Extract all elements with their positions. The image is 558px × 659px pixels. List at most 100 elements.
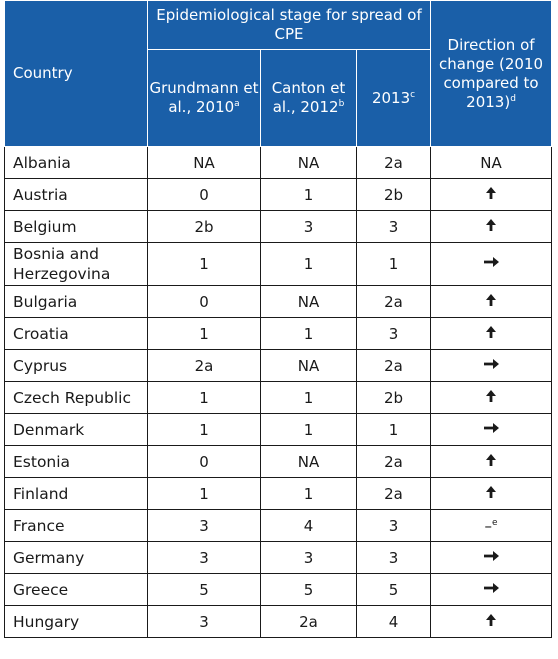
table-row: Cyprus 2a NA 2a [4,349,553,382]
grundmann-2010-cell: 0 [147,178,261,211]
country-cell: Finland [4,477,148,510]
canton-2012-cell: 1 [260,413,357,446]
country-cell: Cyprus [4,349,148,382]
canton-2012-cell: 1 [260,178,357,211]
header-2013: 2013c [355,49,432,147]
header-2013-label: 2013 [371,88,411,107]
table-row: Bulgaria 0 NA 2a [4,285,553,318]
header-country: Country [4,0,148,147]
table-row: Croatia 1 1 3 [4,317,553,350]
header-direction-label: Direction of change (2010 compared to 20… [439,35,544,111]
table-row: Germany 3 3 3 [4,541,553,574]
canton-2012-cell: 1 [260,317,357,350]
grundmann-2010-cell: 1 [147,317,261,350]
grundmann-2010-cell: 3 [147,605,261,638]
table-row: Albania NA NA 2a NA [4,146,553,179]
country-cell: Czech Republic [4,381,148,414]
stage-2013-cell: 3 [355,317,432,350]
country-cell: Bulgaria [4,285,148,318]
grundmann-2010-cell: 1 [147,242,261,286]
stage-2013-cell: 2a [355,445,432,478]
canton-2012-cell: NA [260,285,357,318]
stage-2013-cell: 2b [355,381,432,414]
grundmann-2010-cell: 5 [147,573,261,606]
footnote-c: c [410,89,416,100]
direction-cell [430,317,553,350]
canton-2012-cell: 5 [260,573,357,606]
canton-2012-cell: 1 [260,477,357,510]
stage-2013-cell: 2a [355,285,432,318]
grundmann-2010-cell: 2a [147,349,261,382]
table-row: Austria 0 1 2b [4,178,553,211]
cpe-table: Country Epidemiological stage for spread… [4,0,553,638]
footnote-a: a [234,99,240,109]
stage-2013-cell: 4 [355,605,432,638]
footnote-e: e [492,517,498,528]
canton-2012-cell: 1 [260,381,357,414]
footnote-d: d [510,93,516,104]
up-arrow-icon [486,389,497,402]
direction-cell [430,573,553,606]
direction-cell [430,445,553,478]
country-cell: Hungary [4,605,148,638]
cpe-table-container: Country Epidemiological stage for spread… [4,0,555,638]
table-body: Albania NA NA 2a NA Austria 0 1 2b Belgium 2b 3 3 Bos… [4,146,553,638]
table-row: Estonia 0 NA 2a [4,445,553,478]
table-row: Hungary 3 2a 4 [4,605,553,638]
header-canton-label: Canton et al., 2012 [271,79,346,116]
header-grundmann-label: Grundmann et al., 2010 [149,79,259,116]
header-canton: Canton et al., 2012b [260,49,357,147]
direction-cell [430,605,553,638]
header-epidemiological-stage: Epidemiological stage for spread of CPE [146,0,432,50]
canton-2012-cell: NA [260,146,357,179]
country-cell: Germany [4,541,148,574]
country-cell: Albania [4,146,148,179]
up-arrow-icon [486,186,497,199]
table-row: Czech Republic 1 1 2b [4,381,553,414]
header-direction: Direction of change (2010 compared to 20… [430,0,553,147]
canton-2012-cell: 2a [260,605,357,638]
direction-cell: –e [430,509,553,542]
country-cell: France [4,509,148,542]
grundmann-2010-cell: 0 [147,445,261,478]
header-grundmann: Grundmann et al., 2010a [147,49,261,147]
stage-2013-cell: 3 [355,210,432,243]
right-arrow-icon [484,582,500,593]
country-cell: Greece [4,573,148,606]
grundmann-2010-cell: 2b [147,210,261,243]
stage-2013-cell: 2a [355,146,432,179]
direction-cell [430,285,553,318]
right-arrow-icon [484,422,500,433]
canton-2012-cell: 3 [260,541,357,574]
table-row: Greece 5 5 5 [4,573,553,606]
grundmann-2010-cell: 3 [147,541,261,574]
country-cell: Belgium [4,210,148,243]
grundmann-2010-cell: 1 [147,477,261,510]
country-cell: Croatia [4,317,148,350]
stage-2013-cell: 1 [355,242,432,286]
country-cell: Bosnia and Herzegovina [4,242,148,286]
direction-dash: – [484,516,493,535]
direction-cell [430,381,553,414]
direction-cell [430,477,553,510]
direction-cell [430,178,553,211]
grundmann-2010-cell: 1 [147,381,261,414]
up-arrow-icon [486,485,497,498]
direction-cell [430,242,553,286]
direction-cell [430,541,553,574]
stage-2013-cell: 2b [355,178,432,211]
direction-cell [430,349,553,382]
right-arrow-icon [484,358,500,369]
grundmann-2010-cell: 3 [147,509,261,542]
direction-cell [430,413,553,446]
right-arrow-icon [484,550,500,561]
table-row: France 3 4 3 –e [4,509,553,542]
country-cell: Austria [4,178,148,211]
canton-2012-cell: 3 [260,210,357,243]
up-arrow-icon [486,613,497,626]
stage-2013-cell: 5 [355,573,432,606]
country-cell: Denmark [4,413,148,446]
canton-2012-cell: 4 [260,509,357,542]
stage-2013-cell: 3 [355,509,432,542]
up-arrow-icon [486,453,497,466]
